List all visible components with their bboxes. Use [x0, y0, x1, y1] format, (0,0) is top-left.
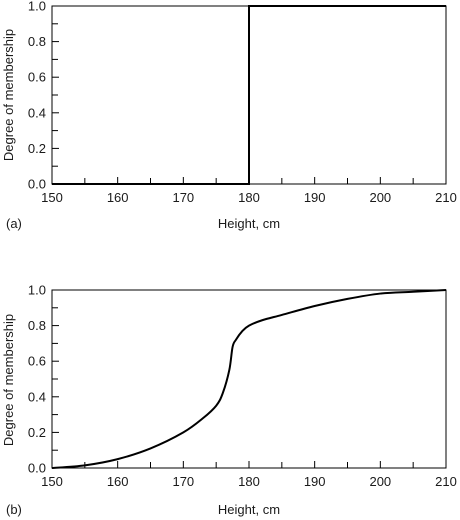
y-axis-ticks: 0.0 0.2 0.4 0.6 0.8 1.0	[28, 0, 59, 192]
x-tick-label: 190	[304, 190, 326, 205]
y-tick-label: 0.8	[28, 34, 46, 49]
chart-panel-b: 150 160 170 180 190 200 210 0.0 0.2 0.4 0.6 0.8 1.0…	[1, 283, 457, 518]
y-tick-label: 0.4	[28, 105, 46, 120]
x-axis-title: Height, cm	[218, 216, 280, 231]
series-line	[52, 5, 446, 185]
chart-panel-a: 150 160 170 180 190 200 210 0.0 0.2 0.4 0.6 0.8 1.0…	[1, 0, 457, 231]
x-tick-label: 180	[238, 474, 260, 489]
x-tick-label: 170	[172, 190, 194, 205]
plot-frame	[51, 289, 447, 469]
x-tick-label: 160	[107, 190, 129, 205]
x-tick-label: 210	[435, 474, 457, 489]
y-tick-label: 0.4	[28, 389, 46, 404]
panel-label: (a)	[6, 216, 22, 231]
x-axis-ticks: 150 160 170 180 190 200 210	[41, 461, 457, 489]
y-tick-label: 0.8	[28, 318, 46, 333]
x-tick-label: 160	[107, 474, 129, 489]
x-tick-label: 200	[369, 474, 391, 489]
x-tick-label: 150	[41, 190, 63, 205]
x-tick-label: 180	[238, 190, 260, 205]
y-tick-label: 0.0	[28, 461, 46, 476]
y-tick-label: 0.0	[28, 177, 46, 192]
y-axis-title: Degree of membership	[1, 314, 16, 446]
series-group	[52, 5, 446, 185]
x-tick-label: 200	[369, 190, 391, 205]
x-tick-label: 190	[304, 474, 326, 489]
y-axis-title: Degree of membership	[1, 29, 16, 161]
x-axis-ticks: 150 160 170 180 190 200 210	[41, 177, 457, 205]
x-axis-title: Height, cm	[218, 502, 280, 517]
y-tick-label: 0.2	[28, 141, 46, 156]
x-tick-label: 210	[435, 190, 457, 205]
y-tick-label: 1.0	[28, 283, 46, 298]
y-tick-label: 0.2	[28, 425, 46, 440]
panel-label: (b)	[6, 502, 22, 517]
series-line	[51, 289, 447, 469]
y-tick-label: 1.0	[28, 0, 46, 14]
series-group	[51, 289, 447, 469]
y-axis-ticks: 0.0 0.2 0.4 0.6 0.8 1.0	[28, 283, 59, 476]
y-tick-label: 0.6	[28, 354, 46, 369]
y-tick-label: 0.6	[28, 70, 46, 85]
x-tick-label: 150	[41, 474, 63, 489]
x-tick-label: 170	[172, 474, 194, 489]
